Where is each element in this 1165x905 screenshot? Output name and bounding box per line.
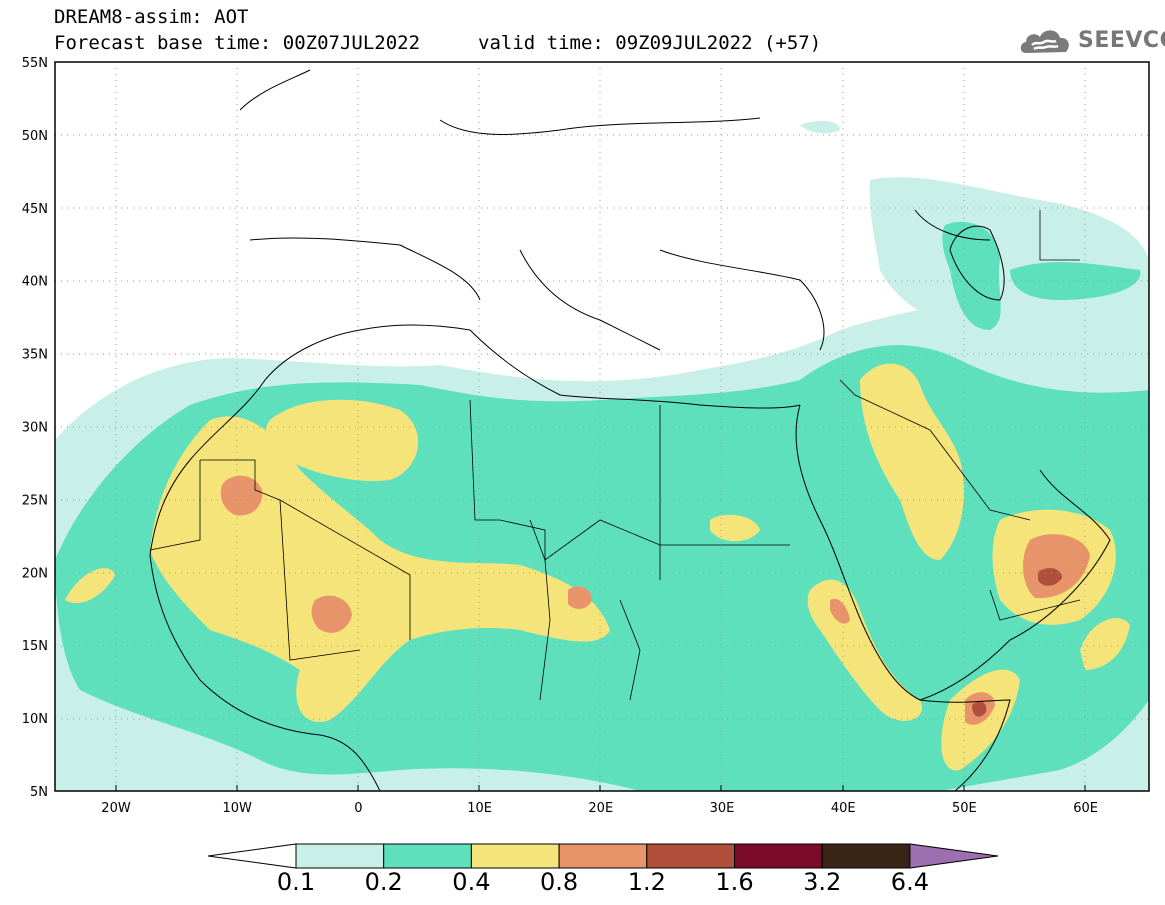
- aot-band-0.4-arabia: [860, 363, 964, 560]
- colorbar: [207, 843, 998, 869]
- aot-band-0.2-caspian: [942, 221, 1001, 330]
- colorbar-label: 3.2: [803, 868, 842, 896]
- colorbar-label: 0.1: [276, 868, 316, 896]
- aot-band-1.2-somalia: [972, 701, 987, 717]
- lat-label: 35N: [22, 348, 48, 363]
- aot-band-0.8-chad: [568, 586, 592, 609]
- colorbar-swatch: [734, 843, 823, 869]
- lat-label: 50N: [22, 129, 48, 144]
- colorbar-arrow-high: [909, 843, 998, 869]
- lon-labels: 20W 10W 0 10E 20E 30E 40E 50E 60E: [101, 801, 1098, 816]
- colorbar-swatch: [558, 843, 648, 869]
- forecast-base-time: Forecast base time: 00Z07JUL2022: [54, 32, 421, 54]
- aot-band-0.1-north: [800, 120, 840, 134]
- seevccc-logo: SEEVCCC: [1018, 22, 1165, 58]
- colorbar-label: 1.6: [715, 868, 754, 896]
- borders: [149, 210, 1081, 701]
- aot-band-0.4-india: [1080, 618, 1130, 670]
- lat-label: 40N: [22, 275, 48, 290]
- axis-ticks: [115, 785, 1086, 791]
- lat-label: 25N: [22, 493, 48, 508]
- lon-label: 10E: [467, 801, 492, 816]
- chart-title: DREAM8-assim: AOT: [54, 6, 249, 28]
- colorbar-label: 0.8: [540, 868, 579, 896]
- colorbar-label: 0.4: [452, 868, 491, 896]
- colorbar-swatch: [383, 843, 472, 869]
- lon-label: 20E: [588, 801, 613, 816]
- aot-field: [55, 62, 1149, 791]
- lat-label: 30N: [22, 421, 48, 436]
- lon-label: 50E: [952, 801, 977, 816]
- colorbar-swatch: [821, 843, 911, 869]
- aot-band-1.2-oman: [1038, 568, 1062, 586]
- lon-label: 40E: [831, 801, 856, 816]
- cloud-icon: [1020, 30, 1069, 53]
- colorbar-label: 1.2: [627, 868, 666, 896]
- lat-label: 20N: [22, 566, 48, 581]
- lon-label: 0: [354, 801, 362, 816]
- aot-band-0.4-northwest: [265, 399, 419, 481]
- colorbar-label: 6.4: [890, 868, 929, 896]
- lat-labels: 55N 50N 45N 40N 35N 30N 25N 20N 15N 10N 5N: [22, 56, 48, 800]
- map-frame: [54, 61, 1150, 792]
- aot-band-0.4-mauritania: [65, 568, 115, 604]
- lon-label: 60E: [1073, 801, 1098, 816]
- colorbar-label: 0.2: [364, 868, 403, 896]
- aot-band-0.8-mali: [311, 595, 352, 633]
- colorbar-swatch: [646, 843, 735, 869]
- lat-label: 55N: [22, 56, 48, 71]
- aot-band-0.8-morocco: [220, 475, 263, 516]
- graticule: [55, 62, 1149, 791]
- lon-label: 30E: [710, 801, 735, 816]
- aot-band-0.4-sudan: [710, 514, 760, 542]
- lat-label: 15N: [22, 639, 48, 654]
- colorbar-arrow-low: [207, 843, 297, 869]
- lat-label: 45N: [22, 202, 48, 217]
- colorbar-swatch: [470, 843, 560, 869]
- coastlines: [149, 69, 1111, 791]
- aot-band-0.8-redsea: [830, 598, 850, 624]
- lat-label: 10N: [22, 712, 48, 727]
- valid-time: valid time: 09Z09JUL2022 (+57): [478, 32, 822, 54]
- lat-label: 5N: [30, 785, 48, 800]
- logo-text: SEEVCCC: [1078, 27, 1165, 53]
- lon-label: 10W: [222, 801, 252, 816]
- colorbar-swatch: [295, 843, 385, 869]
- lon-label: 20W: [101, 801, 131, 816]
